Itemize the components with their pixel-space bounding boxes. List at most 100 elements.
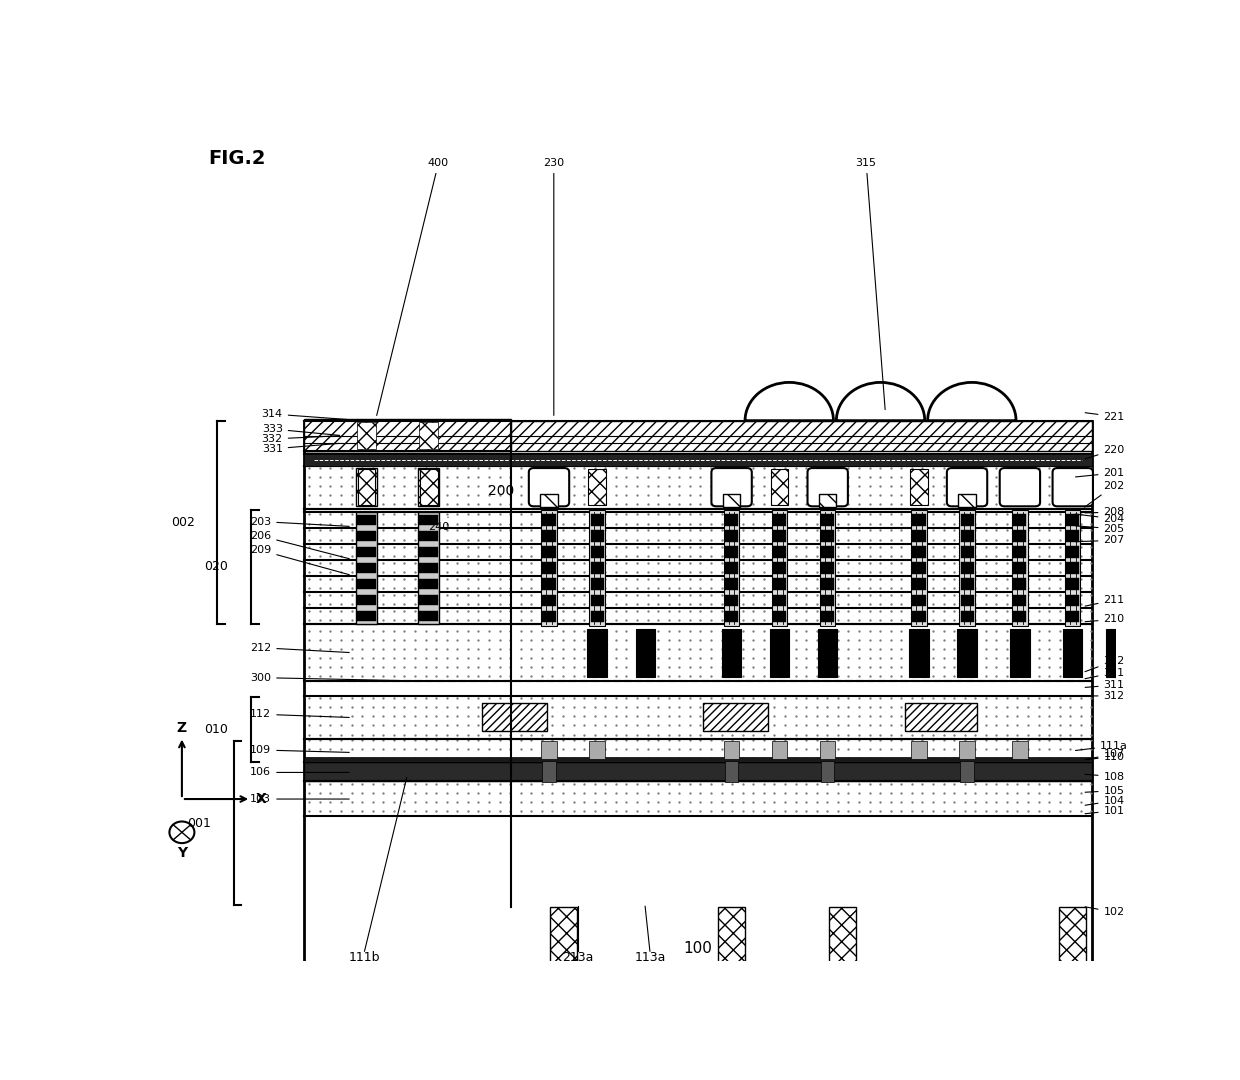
- Bar: [542, 594, 556, 606]
- Text: 101: 101: [1085, 806, 1125, 815]
- Bar: [1013, 530, 1027, 542]
- Bar: [773, 594, 786, 606]
- Circle shape: [170, 822, 195, 843]
- Bar: [590, 530, 604, 542]
- Text: 201: 201: [1075, 468, 1125, 478]
- Text: 213a: 213a: [562, 950, 594, 963]
- Bar: [304, 762, 1092, 781]
- Bar: [542, 563, 556, 575]
- Bar: [723, 494, 740, 508]
- Bar: [725, 610, 738, 622]
- Bar: [304, 419, 511, 450]
- Text: 103: 103: [250, 794, 350, 804]
- Bar: [725, 530, 738, 542]
- Text: 207: 207: [1075, 536, 1125, 545]
- Text: 300: 300: [250, 673, 417, 683]
- Bar: [820, 469, 836, 505]
- Bar: [1013, 579, 1027, 590]
- Bar: [821, 594, 835, 606]
- Bar: [773, 610, 786, 622]
- Bar: [419, 579, 439, 590]
- Bar: [959, 469, 976, 505]
- Bar: [1013, 594, 1027, 606]
- Text: 220: 220: [1085, 445, 1125, 459]
- Bar: [357, 611, 376, 621]
- Bar: [542, 760, 556, 782]
- Bar: [304, 454, 1092, 465]
- Bar: [773, 741, 787, 759]
- Bar: [909, 629, 929, 677]
- Text: 200: 200: [487, 484, 515, 498]
- Bar: [723, 469, 740, 505]
- Bar: [551, 907, 577, 990]
- FancyBboxPatch shape: [1053, 468, 1092, 507]
- Bar: [419, 564, 439, 573]
- Text: 002: 002: [171, 516, 195, 529]
- Text: 212: 212: [250, 643, 350, 652]
- Bar: [419, 531, 439, 541]
- Bar: [356, 512, 377, 624]
- Bar: [773, 579, 786, 590]
- Bar: [725, 760, 738, 782]
- Bar: [590, 546, 604, 558]
- Bar: [770, 629, 789, 677]
- Bar: [357, 531, 376, 541]
- Text: 203: 203: [250, 516, 350, 527]
- Bar: [821, 530, 835, 542]
- Bar: [961, 514, 973, 526]
- Bar: [724, 511, 739, 626]
- Bar: [911, 511, 926, 626]
- Bar: [961, 579, 973, 590]
- Bar: [356, 468, 377, 507]
- Bar: [304, 907, 1092, 990]
- Bar: [590, 579, 604, 590]
- Bar: [773, 563, 786, 575]
- Bar: [725, 563, 738, 575]
- Bar: [304, 420, 1092, 450]
- Bar: [961, 610, 973, 622]
- Bar: [821, 579, 835, 590]
- Bar: [1065, 511, 1080, 626]
- Bar: [821, 514, 835, 526]
- Bar: [821, 563, 835, 575]
- Bar: [589, 469, 605, 505]
- Bar: [542, 741, 557, 759]
- Text: 202: 202: [1085, 481, 1125, 508]
- Bar: [911, 741, 926, 759]
- Text: 221: 221: [1085, 411, 1125, 421]
- Bar: [722, 629, 742, 677]
- Bar: [913, 546, 925, 558]
- Bar: [820, 494, 836, 508]
- Bar: [913, 594, 925, 606]
- Bar: [357, 564, 376, 573]
- Text: 240: 240: [428, 517, 449, 532]
- Text: 321: 321: [1085, 667, 1125, 678]
- Bar: [541, 469, 558, 505]
- Text: 206: 206: [250, 531, 350, 558]
- Bar: [357, 422, 376, 449]
- Text: 210: 210: [1085, 615, 1125, 624]
- Bar: [724, 741, 739, 759]
- Bar: [913, 530, 925, 542]
- Bar: [304, 757, 1092, 762]
- Text: 010: 010: [205, 723, 228, 735]
- Bar: [418, 468, 439, 507]
- Bar: [419, 515, 439, 525]
- Bar: [773, 514, 786, 526]
- Bar: [725, 594, 738, 606]
- Bar: [1066, 546, 1079, 558]
- Bar: [357, 595, 376, 605]
- Bar: [725, 579, 738, 590]
- Bar: [590, 514, 604, 526]
- Bar: [542, 514, 556, 526]
- Text: 111b: 111b: [348, 950, 381, 963]
- Bar: [357, 579, 376, 590]
- Bar: [1066, 563, 1079, 575]
- Bar: [590, 563, 604, 575]
- Text: 001: 001: [187, 816, 211, 829]
- Bar: [703, 703, 768, 731]
- Bar: [1012, 511, 1028, 626]
- Bar: [420, 469, 438, 505]
- Text: 106: 106: [250, 768, 350, 778]
- Bar: [725, 514, 738, 526]
